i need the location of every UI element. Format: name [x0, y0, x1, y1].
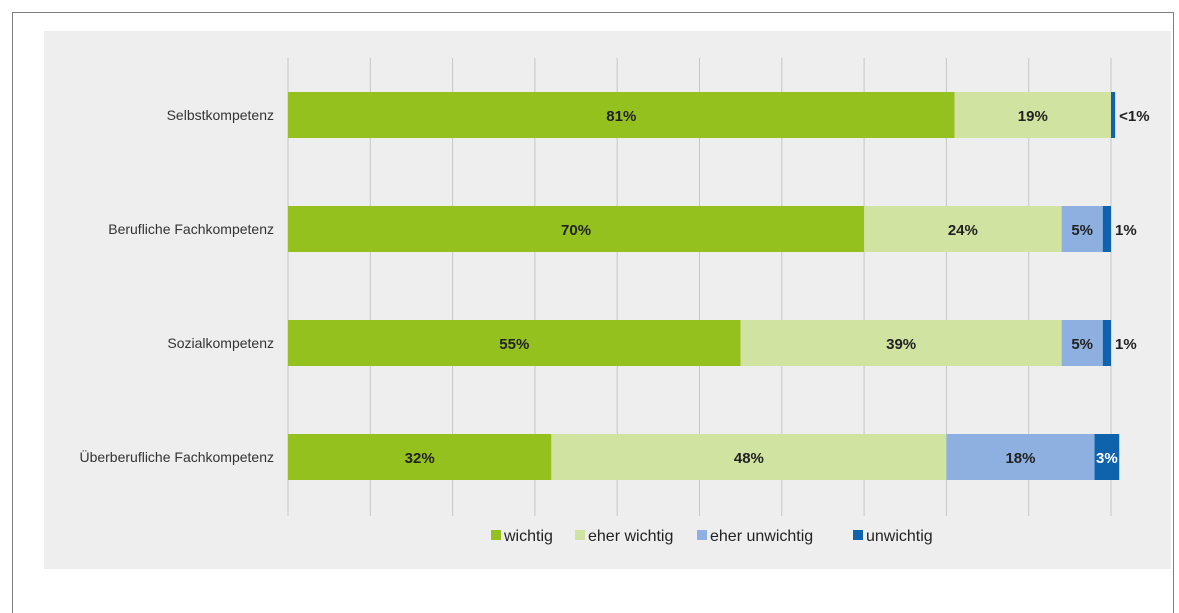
bar-segment: [288, 320, 741, 366]
legend-item-wichtig: wichtig: [491, 526, 553, 548]
chart-frame: [12, 12, 1174, 613]
category-label: Überberufliche Fachkompetenz: [79, 448, 274, 465]
category-label: Sozialkompetenz: [167, 335, 274, 351]
data-label: 24%: [948, 222, 978, 239]
legend-item-unwichtig: unwichtig: [853, 526, 933, 548]
legend-swatch: [575, 530, 585, 540]
category-label: Berufliche Fachkompetenz: [108, 221, 274, 237]
data-label: 1%: [1115, 222, 1137, 239]
legend-swatch: [491, 530, 501, 540]
bar-segment: [1111, 92, 1116, 138]
bar-segment: [1094, 434, 1120, 480]
data-label: 55%: [499, 336, 529, 353]
legend-item-eher-wichtig: eher wichtig: [575, 526, 673, 548]
data-label: 81%: [606, 108, 636, 125]
data-label: 19%: [1018, 108, 1048, 125]
data-label: 32%: [405, 450, 435, 467]
legend-swatch: [853, 530, 863, 540]
legend-item-eher-unwichtig: eher unwichtig: [697, 526, 813, 548]
bar-segment: [288, 434, 552, 480]
bar-segment: [946, 434, 1095, 480]
data-label: 1%: [1115, 336, 1137, 353]
data-label: 18%: [1005, 450, 1035, 467]
data-label: 39%: [886, 336, 916, 353]
bar-segment: [1102, 320, 1111, 366]
bar-segment: [551, 434, 947, 480]
data-label: 5%: [1071, 222, 1093, 239]
bar-segment: [288, 92, 955, 138]
legend-label: wichtig: [504, 528, 553, 545]
bar-segment: [740, 320, 1062, 366]
legend-label: eher unwichtig: [710, 528, 814, 545]
bar-segment: [1061, 206, 1103, 252]
data-label: 48%: [734, 450, 764, 467]
bar-segment: [1102, 206, 1111, 252]
bar-segment: [954, 92, 1111, 138]
category-label: Selbstkompetenz: [167, 107, 274, 123]
bar-segment: [1061, 320, 1103, 366]
bar-segment: [288, 206, 865, 252]
data-label: 3%: [1096, 450, 1118, 467]
data-label: <1%: [1119, 108, 1149, 125]
data-label: 5%: [1071, 336, 1093, 353]
bar-segment: [864, 206, 1062, 252]
data-label: 70%: [561, 222, 591, 239]
legend: wichtig eher wichtig eher unwichtig unwi…: [0, 526, 1179, 548]
stacked-bar-chart: Selbstkompetenz Berufliche Fachkompetenz S…: [79, 58, 1150, 516]
legend-swatch: [697, 530, 707, 540]
legend-label: eher wichtig: [588, 528, 674, 545]
legend-label: unwichtig: [866, 528, 933, 545]
